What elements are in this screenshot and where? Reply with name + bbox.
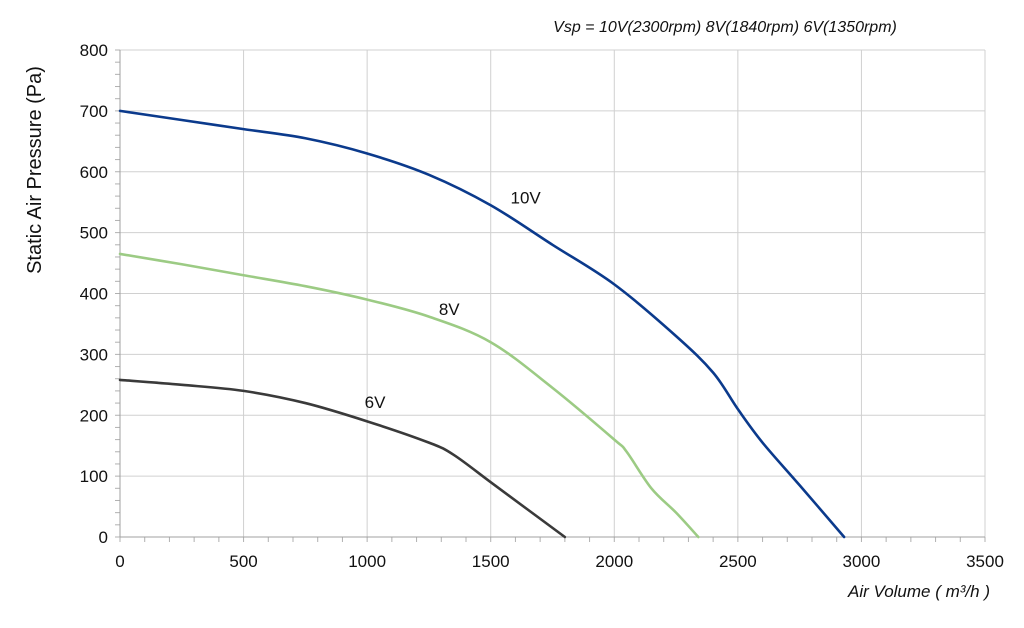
- x-tick-label: 1500: [472, 552, 510, 571]
- series-line-6v: [118, 378, 567, 539]
- x-tick-label: 2000: [595, 552, 633, 571]
- x-tick-label: 3000: [843, 552, 881, 571]
- series-labels: 10V 8V 6V: [365, 188, 542, 412]
- chart-subtitle: Vsp = 10V(2300rpm) 8V(1840rpm) 6V(1350rp…: [553, 19, 897, 36]
- x-tick-labels: 0 500 1000 1500 2000 2500 3000 3500: [115, 552, 1004, 571]
- x-tick-label: 1000: [348, 552, 386, 571]
- x-axis-title: Air Volume ( m³/h ): [847, 582, 990, 601]
- series-line-10v: [118, 109, 846, 539]
- y-axis-title: Static Air Pressure (Pa): [24, 66, 46, 274]
- series-label-10v: 10V: [510, 188, 541, 207]
- axes: [119, 50, 985, 538]
- y-tick-label: 600: [80, 163, 108, 182]
- series-label-8v: 8V: [439, 300, 460, 319]
- y-tick-label: 200: [80, 406, 108, 425]
- x-tick-label: 500: [229, 552, 257, 571]
- y-tick-label: 100: [80, 467, 108, 486]
- x-tick-label: 3500: [966, 552, 1004, 571]
- gridlines: [119, 49, 986, 538]
- y-tick-labels: 0 100 200 300 400 500 600 700 800: [80, 41, 108, 547]
- y-tick-label: 0: [99, 528, 108, 547]
- y-tick-label: 300: [80, 345, 108, 364]
- series-label-6v: 6V: [365, 393, 386, 412]
- series-line-8v: [118, 252, 700, 539]
- x-tick-label: 0: [115, 552, 124, 571]
- x-tick-label: 2500: [719, 552, 757, 571]
- minor-ticks: [115, 49, 986, 542]
- y-tick-label: 700: [80, 102, 108, 121]
- y-tick-label: 400: [80, 285, 108, 304]
- series-lines: [118, 109, 846, 539]
- y-tick-label: 500: [80, 224, 108, 243]
- y-tick-label: 800: [80, 41, 108, 60]
